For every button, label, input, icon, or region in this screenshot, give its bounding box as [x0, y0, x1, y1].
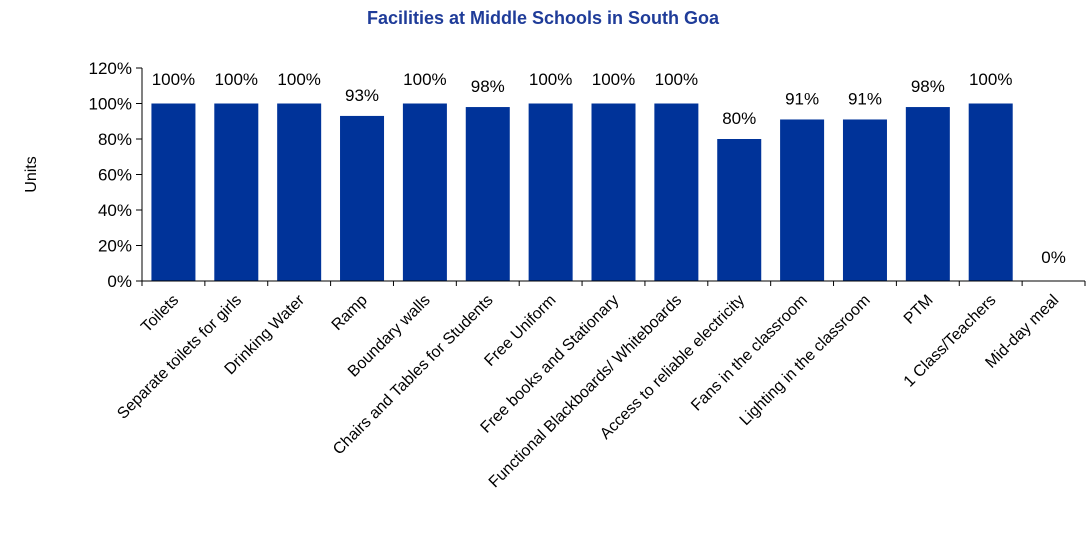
- y-tick-label: 100%: [89, 95, 132, 114]
- data-label: 80%: [722, 109, 756, 128]
- y-tick-label: 20%: [98, 237, 132, 256]
- y-tick-label: 120%: [89, 59, 132, 78]
- data-label: 91%: [785, 89, 819, 108]
- y-tick-label: 80%: [98, 130, 132, 149]
- x-tick-label: Lighting in the classroom: [737, 292, 874, 429]
- bars-group: [151, 103, 1013, 281]
- bar: [214, 103, 259, 281]
- data-label: 100%: [152, 70, 195, 89]
- y-axis: 0% 20% 40% 60% 80% 100% 120%: [89, 59, 143, 291]
- bar: [465, 107, 510, 281]
- chart-title: Facilities at Middle Schools in South Go…: [366, 8, 720, 28]
- bar: [905, 107, 950, 281]
- data-label: 91%: [848, 89, 882, 108]
- data-label: 100%: [592, 70, 635, 89]
- y-tick-label: 0%: [107, 272, 132, 291]
- data-label: 0%: [1041, 248, 1066, 267]
- x-tick-label: Ramp: [329, 292, 371, 334]
- data-label: 100%: [969, 70, 1012, 89]
- x-tick-label: PTM: [901, 292, 937, 328]
- data-label: 98%: [911, 77, 945, 96]
- bar: [968, 103, 1013, 281]
- y-tick-label: 40%: [98, 201, 132, 220]
- data-label: 100%: [529, 70, 572, 89]
- data-label: 93%: [345, 86, 379, 105]
- bar: [151, 103, 196, 281]
- bar: [654, 103, 699, 281]
- data-label: 100%: [403, 70, 446, 89]
- bar: [780, 119, 825, 281]
- bar: [277, 103, 322, 281]
- bar: [842, 119, 887, 281]
- data-label: 100%: [277, 70, 320, 89]
- data-label: 98%: [471, 77, 505, 96]
- bar: [402, 103, 447, 281]
- x-tick-label: Fans in the classroom: [688, 292, 811, 415]
- data-labels-group: 100% 100% 100% 93% 100% 98% 100% 100% 100% 80% 91%…: [152, 70, 1066, 267]
- bar: [340, 115, 385, 281]
- y-axis-label: Units: [23, 156, 40, 192]
- bar: [717, 139, 762, 281]
- x-tick-label: Separate toilets for girls: [114, 292, 245, 423]
- data-label: 100%: [215, 70, 258, 89]
- y-tick-label: 60%: [98, 166, 132, 185]
- bar: [528, 103, 573, 281]
- bar: [591, 103, 636, 281]
- data-label: 100%: [655, 70, 698, 89]
- x-tick-label: Toilets: [138, 292, 182, 336]
